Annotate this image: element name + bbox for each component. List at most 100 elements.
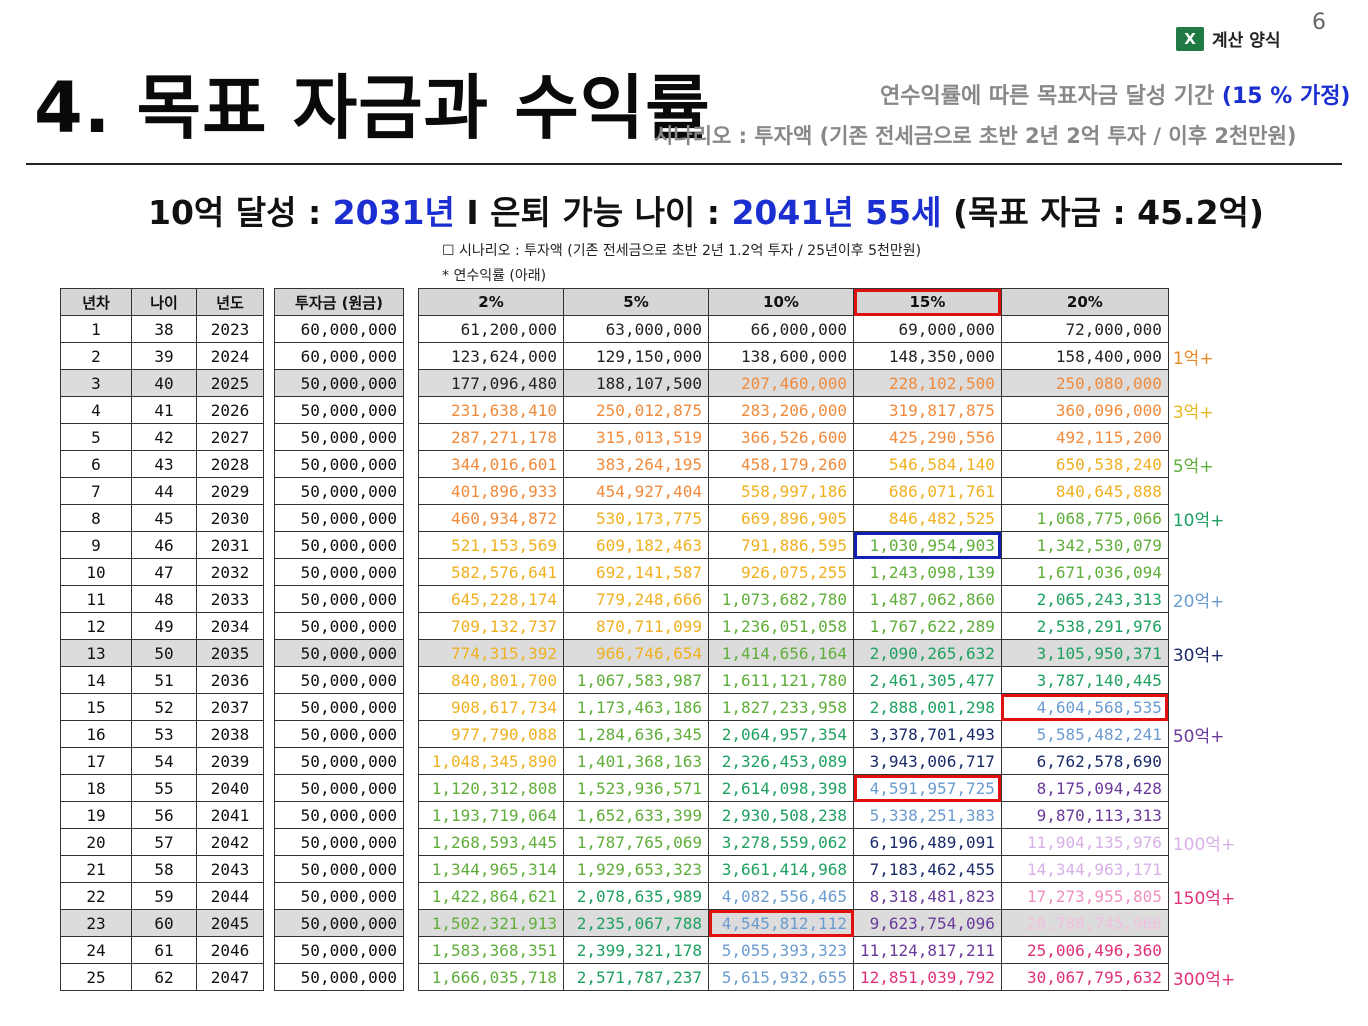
cell-age: 55 (131, 774, 197, 802)
cell-balance: 4,604,568,535 (1000, 693, 1169, 721)
cell-principal: 50,000,000 (274, 450, 404, 478)
table-row: 18 55 2040 50,000,000 1,120,312,808 1,523,936… (60, 774, 1240, 802)
cell-year: 2032 (196, 558, 264, 586)
cell-year: 2039 (196, 747, 264, 775)
cell-year: 2046 (196, 936, 264, 964)
cell-balance: 2,065,243,313 (1000, 585, 1169, 613)
cell-gap (263, 531, 275, 559)
milestone-marker: 50억+ (1168, 720, 1240, 748)
milestone-marker (1168, 936, 1240, 964)
milestone-marker (1168, 909, 1240, 937)
cell-balance: 3,105,950,371 (1000, 639, 1169, 667)
cell-balance: 14,344,963,171 (1000, 855, 1169, 883)
cell-balance: 1,767,622,289 (853, 612, 1002, 640)
cell-gap (263, 882, 275, 910)
cell-principal: 60,000,000 (274, 342, 404, 370)
cell-balance: 521,153,569 (418, 531, 564, 559)
table-row: 9 46 2031 50,000,000 521,153,569 609,182,463 7… (60, 531, 1240, 559)
cell-balance: 287,271,178 (418, 423, 564, 451)
cell-gap (403, 774, 419, 802)
milestone-marker (1168, 801, 1240, 829)
cell-year: 2035 (196, 639, 264, 667)
cell-balance: 454,927,404 (563, 477, 709, 505)
cell-age: 56 (131, 801, 197, 829)
cell-age: 38 (131, 315, 197, 343)
milestone-marker (1168, 531, 1240, 559)
cell-balance: 840,645,888 (1000, 477, 1169, 505)
cell-principal: 50,000,000 (274, 666, 404, 694)
cell-year: 2036 (196, 666, 264, 694)
cell-balance: 2,571,787,237 (563, 963, 709, 991)
cell-balance: 207,460,000 (708, 369, 854, 397)
summary-year1: 2031년 (332, 193, 455, 232)
cell-balance: 4,591,957,725 (853, 774, 1002, 802)
cell-balance: 492,115,200 (1000, 423, 1169, 451)
cell-gap (403, 342, 419, 370)
cell-age: 49 (131, 612, 197, 640)
cell-gap (263, 450, 275, 478)
cell-age: 48 (131, 585, 197, 613)
cell-balance: 319,817,875 (853, 396, 1002, 424)
cell-principal: 50,000,000 (274, 477, 404, 505)
cell-gap (403, 828, 419, 856)
summary-line: 10억 달성 : 2031년 I 은퇴 가능 나이 : 2041년 55세 (목… (148, 186, 1264, 234)
cell-year: 2023 (196, 315, 264, 343)
milestone-marker (1168, 369, 1240, 397)
cell-gap (403, 693, 419, 721)
cell-age: 44 (131, 477, 197, 505)
table-row: 12 49 2034 50,000,000 709,132,737 870,711,099… (60, 612, 1240, 640)
cell-balance: 840,801,700 (418, 666, 564, 694)
cell-balance: 69,000,000 (853, 315, 1002, 343)
cell-year: 2042 (196, 828, 264, 856)
cell-balance: 5,338,251,383 (853, 801, 1002, 829)
table-body: 1 38 2023 60,000,000 61,200,000 63,000,000 66,… (60, 315, 1240, 991)
cell-year-index: 4 (60, 396, 132, 424)
cell-balance: 344,016,601 (418, 450, 564, 478)
table-row: 23 60 2045 50,000,000 1,502,321,913 2,235,067… (60, 909, 1240, 937)
cell-balance: 138,600,000 (708, 342, 854, 370)
cell-balance: 1,268,593,445 (418, 828, 564, 856)
cell-principal: 50,000,000 (274, 612, 404, 640)
cell-gap (403, 936, 419, 964)
cell-balance: 158,400,000 (1000, 342, 1169, 370)
cell-gap (403, 639, 419, 667)
cell-balance: 4,545,812,112 (708, 909, 854, 937)
cell-principal: 50,000,000 (274, 963, 404, 991)
cell-year: 2025 (196, 369, 264, 397)
cell-balance: 188,107,500 (563, 369, 709, 397)
cell-balance: 5,585,482,241 (1000, 720, 1169, 748)
cell-balance: 148,350,000 (853, 342, 1002, 370)
cell-balance: 1,284,636,345 (563, 720, 709, 748)
table-row: 21 58 2043 50,000,000 1,344,965,314 1,929,653… (60, 855, 1240, 883)
cell-balance: 250,080,000 (1000, 369, 1169, 397)
table-row: 5 42 2027 50,000,000 287,271,178 315,013,519 3… (60, 423, 1240, 451)
cell-balance: 177,096,480 (418, 369, 564, 397)
title-divider (26, 163, 1342, 165)
cell-balance: 3,943,006,717 (853, 747, 1002, 775)
cell-gap (263, 396, 275, 424)
cell-year: 2045 (196, 909, 264, 937)
cell-gap (263, 342, 275, 370)
cell-balance: 17,273,955,805 (1000, 882, 1169, 910)
cell-principal: 50,000,000 (274, 909, 404, 937)
milestone-marker: 30억+ (1168, 639, 1240, 667)
cell-year-index: 2 (60, 342, 132, 370)
cell-balance: 1,193,719,064 (418, 801, 564, 829)
milestone-marker: 1억+ (1168, 342, 1240, 370)
cell-gap (263, 774, 275, 802)
cell-year: 2040 (196, 774, 264, 802)
table-row: 22 59 2044 50,000,000 1,422,864,621 2,078,635… (60, 882, 1240, 910)
excel-icon: X (1176, 26, 1204, 51)
cell-balance: 123,624,000 (418, 342, 564, 370)
cell-balance: 2,614,098,398 (708, 774, 854, 802)
cell-year-index: 19 (60, 801, 132, 829)
cell-year: 2034 (196, 612, 264, 640)
cell-year-index: 12 (60, 612, 132, 640)
cell-balance: 458,179,260 (708, 450, 854, 478)
cell-balance: 1,236,051,058 (708, 612, 854, 640)
cell-year: 2028 (196, 450, 264, 478)
cell-balance: 1,929,653,323 (563, 855, 709, 883)
header-year: 년도 (196, 288, 264, 316)
cell-balance: 1,827,233,958 (708, 693, 854, 721)
cell-age: 50 (131, 639, 197, 667)
